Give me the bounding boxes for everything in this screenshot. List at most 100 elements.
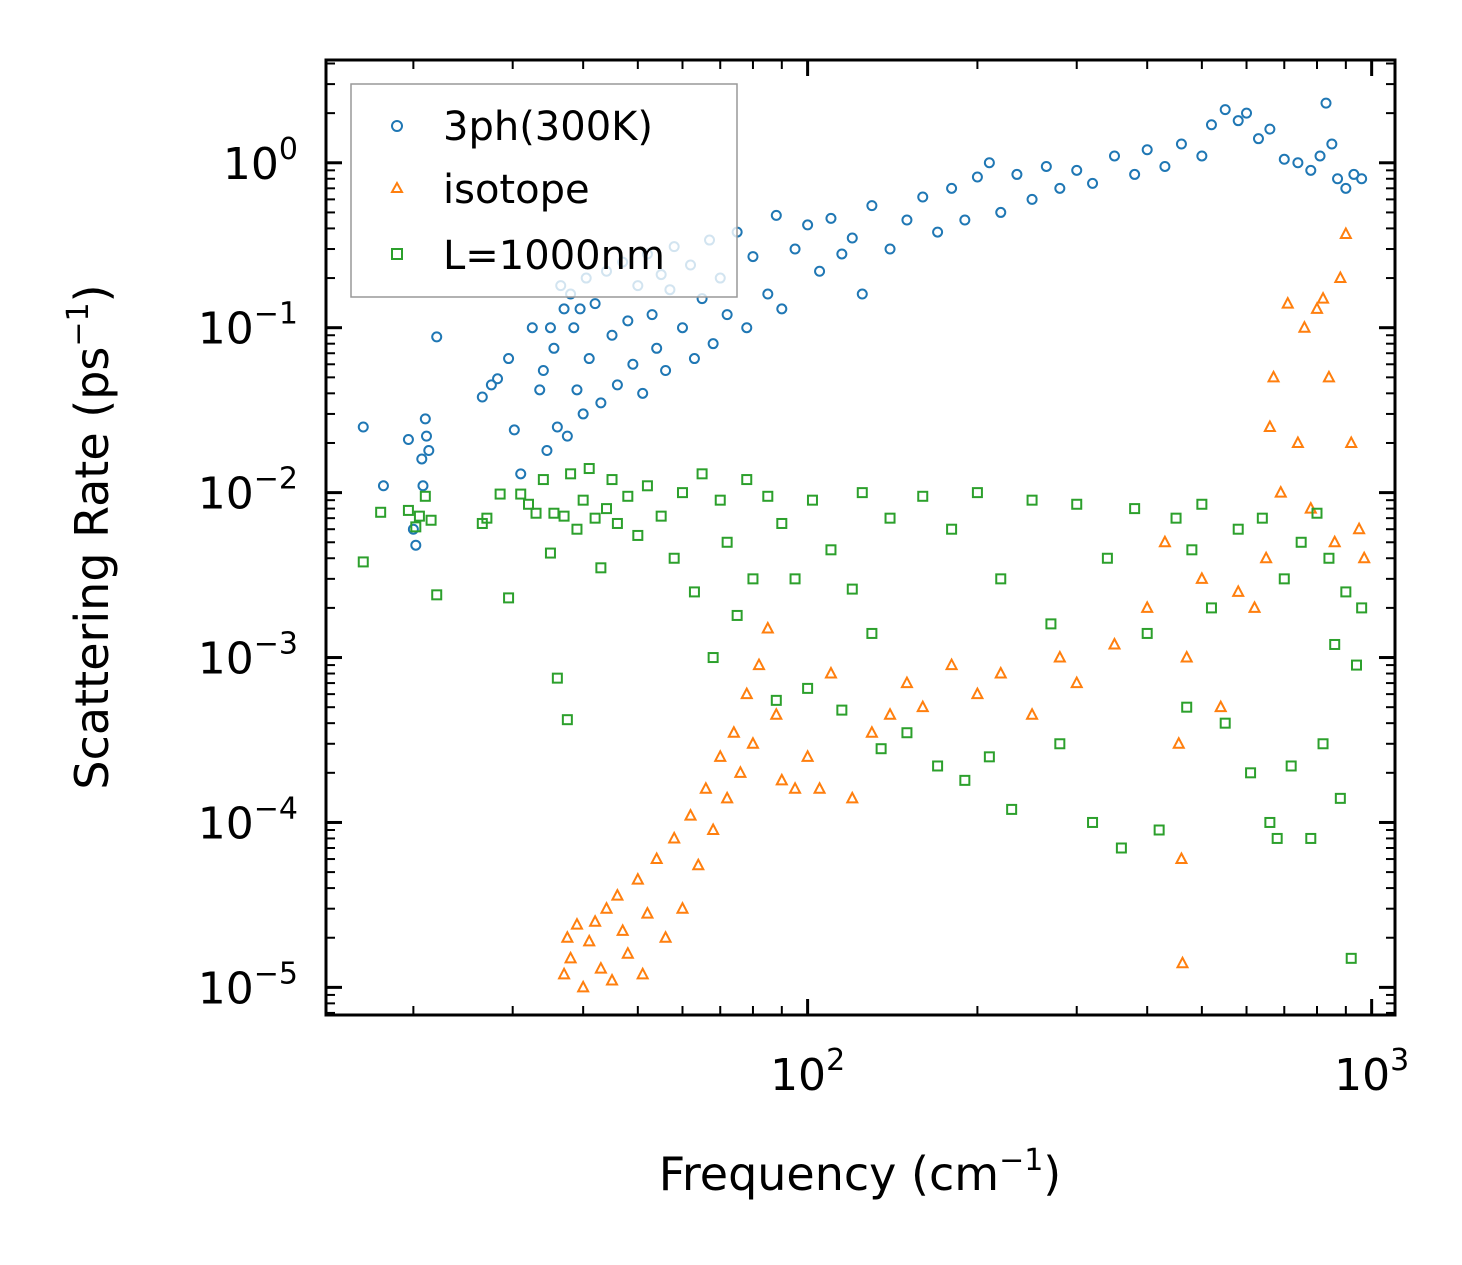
data-point (932, 760, 944, 772)
data-point (410, 539, 422, 551)
data-point (1175, 955, 1190, 969)
data-point (611, 379, 623, 391)
data-point (727, 725, 741, 738)
data-point (707, 338, 719, 350)
data-point (946, 523, 958, 535)
data-point (1326, 138, 1338, 150)
y-tick-label-base: 10 (198, 798, 254, 849)
data-point (883, 707, 897, 720)
data-point (1297, 320, 1312, 333)
data-point (713, 749, 727, 762)
data-point (419, 490, 431, 502)
y-tick-label: 10−2 (198, 462, 298, 520)
data-point (561, 714, 573, 726)
data-point (688, 353, 700, 365)
data-point (971, 171, 983, 183)
data-point (413, 510, 425, 522)
data-point (707, 652, 719, 664)
y-tick-label: 10−4 (198, 791, 298, 849)
data-point (714, 494, 726, 506)
data-point (583, 463, 595, 475)
data-point (741, 474, 753, 486)
data-point (594, 960, 608, 974)
data-point (1334, 792, 1346, 804)
data-point (995, 206, 1007, 218)
data-point (1291, 435, 1305, 448)
data-point (1053, 649, 1067, 663)
data-point (916, 699, 930, 713)
data-point (706, 822, 720, 836)
data-point (1205, 119, 1217, 131)
data-point (568, 322, 580, 334)
data-point (544, 322, 556, 334)
data-point (812, 781, 827, 794)
data-point (752, 657, 766, 671)
data-point (944, 657, 959, 671)
data-point (1264, 123, 1276, 135)
data-point (357, 421, 369, 433)
data-point (789, 243, 801, 255)
data-point (1278, 153, 1290, 165)
data-point (1087, 816, 1099, 828)
data-point (1316, 291, 1330, 304)
data-point (515, 468, 527, 480)
data-point (589, 298, 601, 310)
data-point (541, 445, 553, 457)
data-point (675, 901, 690, 914)
data-point (1140, 600, 1154, 613)
data-point (419, 413, 431, 425)
data-point (1107, 636, 1122, 650)
data-point (836, 248, 848, 260)
data-point (1141, 627, 1153, 639)
data-point (558, 303, 570, 315)
data-point (971, 487, 983, 499)
data-point (1241, 107, 1253, 119)
y-axis-title-tail: ) (65, 284, 119, 302)
data-point (769, 707, 783, 720)
data-point (425, 514, 437, 526)
data-point (622, 315, 634, 327)
data-point (375, 506, 387, 518)
data-point (420, 430, 432, 442)
data-point (574, 303, 586, 315)
data-point (548, 507, 560, 519)
data-point (651, 342, 663, 354)
data-point (503, 353, 515, 365)
data-point (1322, 369, 1336, 383)
data-point (582, 933, 596, 947)
data-point (530, 507, 542, 519)
data-point (1292, 157, 1304, 169)
data-point (1231, 584, 1245, 597)
data-point (875, 743, 887, 755)
data-point (1271, 832, 1283, 844)
data-point (762, 490, 774, 502)
data-point (1219, 717, 1231, 729)
y-tick-label-exponent: −2 (254, 462, 298, 497)
data-point (640, 905, 655, 919)
data-point (526, 322, 538, 334)
data-point (1350, 659, 1362, 671)
y-tick-label-exponent: −3 (254, 627, 298, 662)
data-point (746, 736, 760, 749)
data-point (402, 504, 414, 516)
x-tick-label-exponent: 3 (1390, 1043, 1409, 1078)
data-point (1101, 552, 1113, 564)
legend-marker-boundary (391, 248, 403, 260)
data-point (565, 468, 577, 480)
data-point (551, 672, 563, 684)
y-tick-label: 10−3 (198, 627, 298, 685)
data-point (589, 512, 601, 524)
data-points (357, 97, 1371, 993)
data-point (431, 589, 443, 601)
data-point (416, 453, 428, 465)
data-point (601, 503, 613, 515)
legend-box (350, 83, 738, 298)
y-tick-label-base: 10 (223, 139, 279, 190)
data-point (1006, 803, 1018, 815)
data-point (1323, 552, 1335, 564)
data-point (1180, 649, 1194, 663)
data-point (762, 288, 774, 300)
data-point (1357, 550, 1371, 564)
data-point (577, 408, 589, 420)
